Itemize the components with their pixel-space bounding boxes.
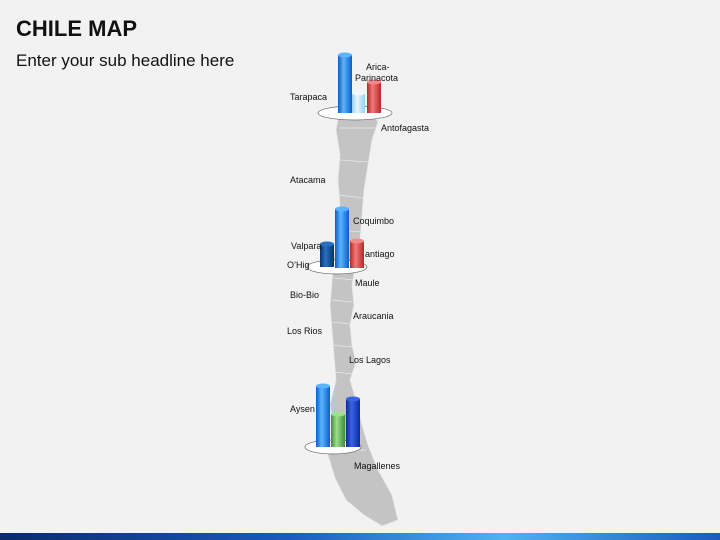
region-label: Los Rios [287, 326, 323, 336]
title: CHILE MAP [16, 16, 137, 41]
region-label: O’Hig [287, 260, 310, 270]
region-label: Aysen [290, 404, 315, 414]
subtitle: Enter your sub headline here [16, 51, 234, 70]
region-label: Antofagasta [381, 123, 429, 133]
region-label: Magallenes [354, 461, 401, 471]
region-label: Atacama [290, 175, 326, 185]
cylinder-group [304, 383, 362, 455]
region-label: Tarapaca [290, 92, 327, 102]
region-label: Arica- [366, 62, 390, 72]
region-label: antiago [365, 249, 395, 259]
region-label: Valpara [291, 241, 321, 251]
region-label: Maule [355, 278, 380, 288]
region-label: Los Lagos [349, 355, 391, 365]
region-label: Parinacota [355, 73, 398, 83]
region-label: Araucania [353, 311, 394, 321]
region-label: Coquimbo [353, 216, 394, 226]
region-lines [330, 127, 375, 451]
region-label: Bio-Bio [290, 290, 319, 300]
cylinder-group [317, 52, 393, 121]
region-labels: Arica- Parinacota Tarapaca Antofagasta A… [287, 62, 429, 471]
cylinder-group [306, 206, 368, 275]
footer-bar [0, 533, 720, 540]
